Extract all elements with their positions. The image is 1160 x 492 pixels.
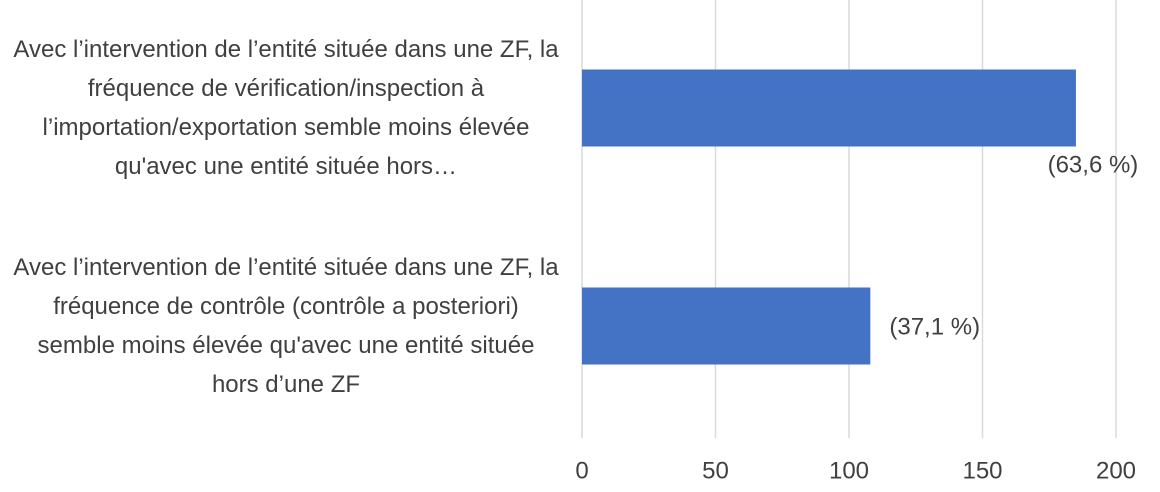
x-tick-label: 150 bbox=[962, 457, 1002, 484]
category-label: Avec l’intervention de l’entité située d… bbox=[13, 36, 559, 180]
bar bbox=[582, 287, 871, 365]
value-label: (37,1 %) bbox=[889, 313, 980, 340]
category-label: Avec l’intervention de l’entité située d… bbox=[13, 254, 559, 398]
x-tick-label: 200 bbox=[1096, 457, 1136, 484]
bar bbox=[582, 69, 1076, 147]
value-label: (63,6 %) bbox=[1048, 151, 1139, 178]
x-tick-label: 100 bbox=[829, 457, 869, 484]
x-tick-label: 50 bbox=[702, 457, 729, 484]
x-tick-label: 0 bbox=[575, 457, 588, 484]
